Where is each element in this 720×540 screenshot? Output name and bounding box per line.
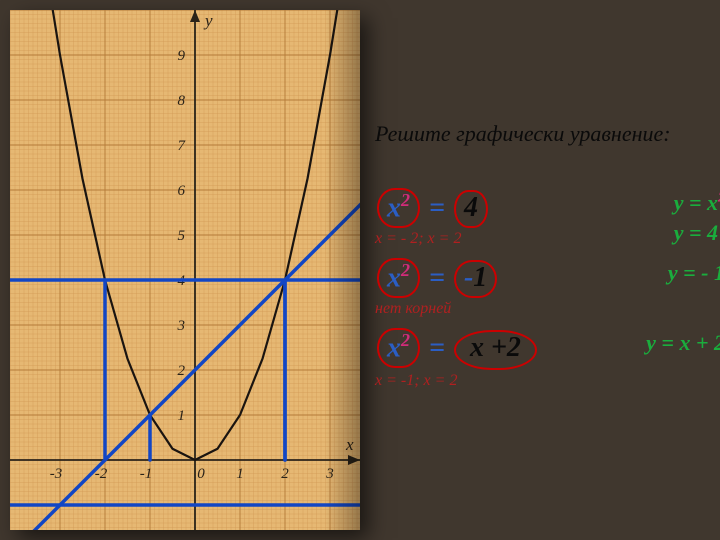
equation-functions: y = - 1 <box>668 258 720 289</box>
svg-text:5: 5 <box>178 228 186 244</box>
equation: x2 = x +2 <box>375 328 539 370</box>
equation-row: x2 = x +2 y = x + 2 x = -1; x = 2 <box>375 328 715 398</box>
equation-answer: x = - 2; x = 2 <box>375 230 715 248</box>
svg-text:6: 6 <box>178 183 186 199</box>
svg-text:y: y <box>203 11 213 30</box>
content-panel: Решите графически уравнение: x2 = 4 y = … <box>375 120 715 398</box>
svg-text:9: 9 <box>178 48 186 64</box>
svg-text:2: 2 <box>178 363 186 379</box>
svg-text:-1: -1 <box>140 466 153 482</box>
equation-functions: y = x2y = 4 <box>674 188 720 250</box>
equation-answer: нет корней <box>375 300 715 318</box>
equation: x2 = -1 <box>375 258 499 298</box>
equation-row: x2 = -1 y = - 1 нет корней <box>375 258 715 328</box>
equation-functions: y = x + 2 <box>646 328 720 359</box>
graph-svg: -3-2-10123123456789xy <box>10 10 360 530</box>
graph-panel: -3-2-10123123456789xy <box>10 10 360 530</box>
svg-text:1: 1 <box>236 466 244 482</box>
equation-row: x2 = 4 y = x2y = 4 x = - 2; x = 2 <box>375 188 715 258</box>
svg-text:1: 1 <box>178 408 186 424</box>
svg-text:2: 2 <box>281 466 289 482</box>
svg-text:8: 8 <box>178 93 186 109</box>
svg-text:-3: -3 <box>50 466 63 482</box>
equation: x2 = 4 <box>375 188 490 228</box>
svg-text:3: 3 <box>177 318 186 334</box>
svg-text:0: 0 <box>197 466 205 482</box>
equation-answer: x = -1; x = 2 <box>375 372 715 390</box>
prompt-text: Решите графически уравнение: <box>375 120 715 148</box>
